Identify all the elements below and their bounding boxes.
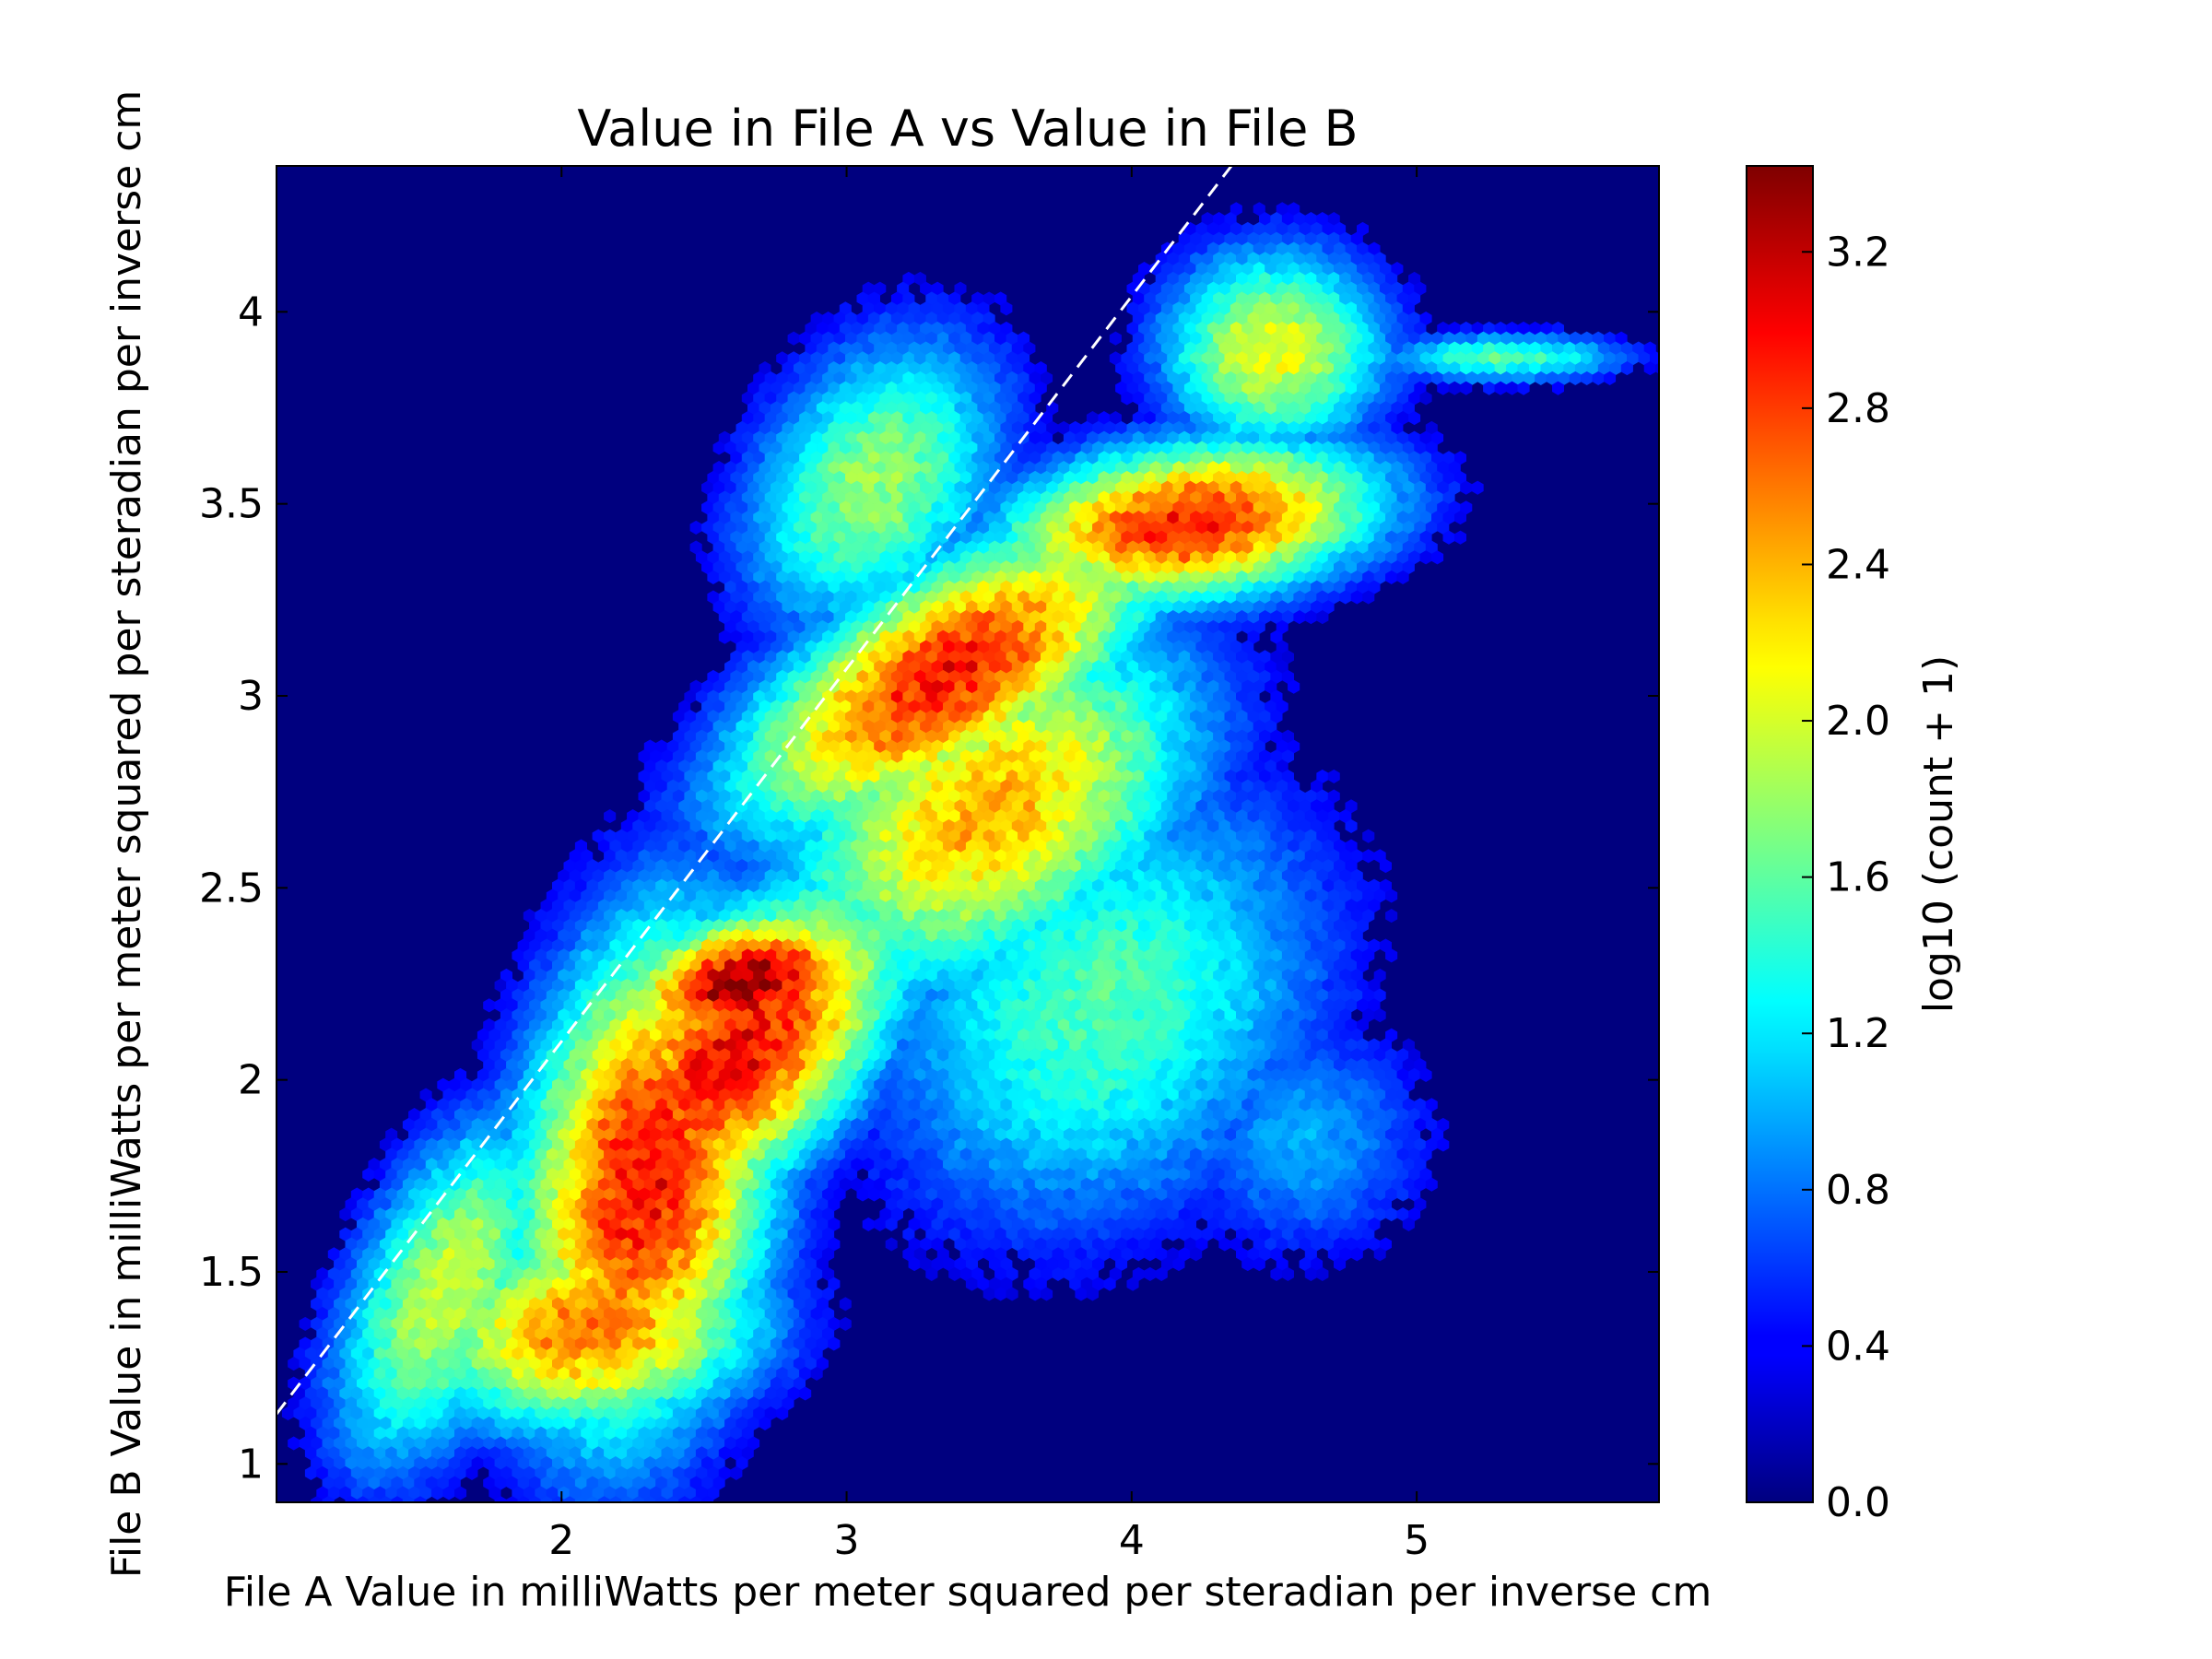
chart-title: Value in File A vs Value in File B <box>577 100 1358 158</box>
hex-cell <box>1000 301 1013 316</box>
hex-cell <box>1662 352 1674 365</box>
hex-cell <box>1109 331 1122 346</box>
hexbin-cells <box>281 202 1674 1502</box>
